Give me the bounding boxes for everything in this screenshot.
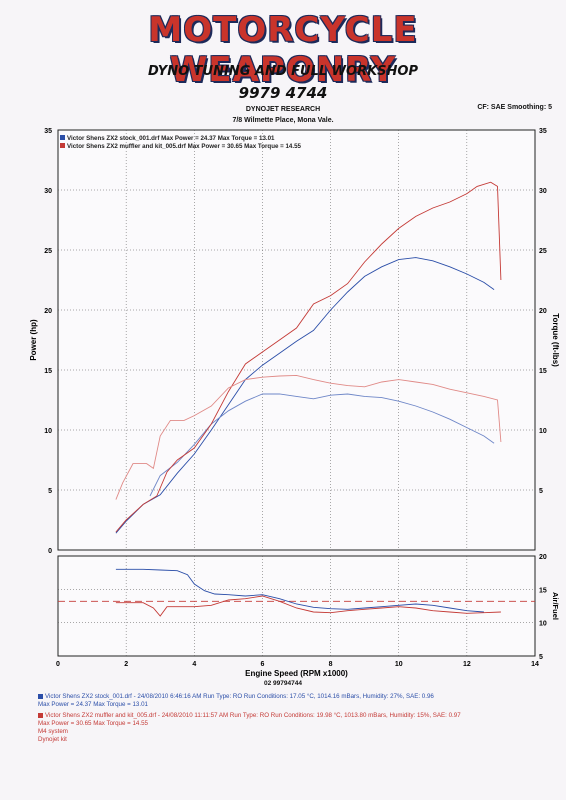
x-tick-label-4: 8 <box>329 661 333 668</box>
chart-code: 02 99794744 <box>264 680 302 687</box>
legend-entry-0: Victor Shens ZX2 stock_001.drf Max Power… <box>67 135 275 142</box>
y-tick-label-5: 25 <box>44 248 52 255</box>
y-right-tick-label-4: 25 <box>539 248 547 255</box>
main-plot-area <box>57 129 536 551</box>
y-tick-label-7: 35 <box>44 128 52 135</box>
af-axis-label: Air/Fuel <box>551 592 560 620</box>
series-line-2 <box>115 181 502 533</box>
y-tick-label-0: 0 <box>48 548 52 555</box>
legend-swatch-1 <box>60 143 65 148</box>
series-line-3 <box>115 374 502 500</box>
series-line-1 <box>149 393 495 497</box>
af-series-line-1 <box>115 595 501 617</box>
phone-number: 9979 4744 <box>238 84 328 102</box>
af-plot-area <box>57 555 536 657</box>
af-tick-label-2: 15 <box>539 587 547 594</box>
legend-swatch-0 <box>60 135 65 140</box>
af-tick-label-0: 5 <box>539 654 543 661</box>
run2-note-system: M4 system <box>38 728 68 735</box>
y-right-tick-label-3: 20 <box>539 308 547 315</box>
run1-max: Max Power = 24.37 Max Torque = 13.01 <box>38 701 148 708</box>
x-tick-label-7: 14 <box>531 661 539 668</box>
af-tick-label-3: 20 <box>539 554 547 561</box>
af-series-line-0 <box>115 568 484 613</box>
run2-note-kit: Dynojet kit <box>38 736 67 743</box>
legend-entry-1: Victor Shens ZX2 muffler and kit_005.drf… <box>67 143 302 150</box>
x-tick-label-5: 10 <box>395 661 403 668</box>
y-tick-label-4: 20 <box>44 308 52 315</box>
run2-details: Victor Shens ZX2 muffler and kit_005.drf… <box>38 712 558 720</box>
tagline: DYNO TUNING AND FULL WORKSHOP <box>148 64 418 79</box>
y-right-tick-label-2: 15 <box>539 368 547 375</box>
run2-swatch <box>38 712 43 718</box>
brand-logo: MOTORCYCLE WEAPONRY <box>148 10 418 90</box>
y-axis-label: Power (hp) <box>29 319 38 361</box>
series-line-0 <box>115 257 495 534</box>
y-right-tick-label-0: 5 <box>539 488 543 495</box>
dynojet-research: DYNOJET RESEARCH <box>245 106 321 113</box>
x-tick-label-1: 2 <box>124 661 128 668</box>
address: 7/8 Wilmette Place, Mona Vale. <box>232 117 334 124</box>
x-tick-label-0: 0 <box>56 661 60 668</box>
y-right-tick-label-6: 35 <box>539 128 547 135</box>
y-right-axis-label: Torque (ft-lbs) <box>551 313 560 367</box>
y-tick-label-2: 10 <box>44 428 52 435</box>
cf-info: CF: SAE Smoothing: 5 <box>477 104 552 111</box>
af-tick-label-1: 10 <box>539 621 547 628</box>
run1-details: Victor Shens ZX2 stock_001.drf - 24/08/2… <box>38 693 558 701</box>
y-right-tick-label-5: 30 <box>539 188 547 195</box>
run1-swatch <box>38 693 43 699</box>
y-tick-label-1: 5 <box>48 488 52 495</box>
run2-max: Max Power = 30.65 Max Torque = 14.55 <box>38 720 148 727</box>
y-tick-label-6: 30 <box>44 188 52 195</box>
x-tick-label-6: 12 <box>463 661 471 668</box>
y-right-tick-label-1: 10 <box>539 428 547 435</box>
x-tick-label-2: 4 <box>192 661 196 668</box>
y-tick-label-3: 15 <box>44 368 52 375</box>
x-axis-label: Engine Speed (RPM x1000) <box>245 669 348 678</box>
run-legend: Victor Shens ZX2 stock_001.drf - 24/08/2… <box>38 693 558 744</box>
x-tick-label-3: 6 <box>260 661 264 668</box>
